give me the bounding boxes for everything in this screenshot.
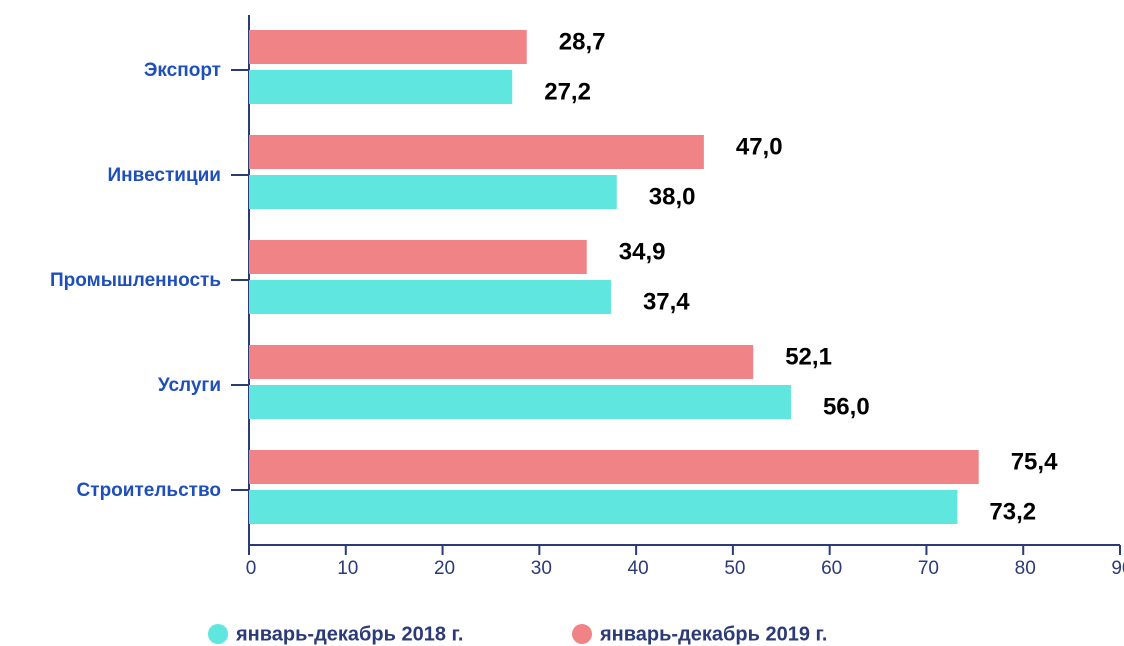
value-label: 34,9 (619, 238, 666, 265)
bar (249, 385, 791, 419)
category-label: Инвестиции (108, 165, 221, 186)
legend-label: январь-декабрь 2019 г. (599, 623, 827, 645)
legend-swatch (572, 624, 592, 644)
category-label: Строительство (77, 480, 221, 501)
x-tick-label: 60 (821, 558, 842, 579)
x-tick-label: 0 (246, 558, 257, 579)
bar (249, 70, 513, 104)
x-tick-label: 20 (434, 558, 455, 579)
x-tick-label: 70 (918, 558, 939, 579)
x-tick-label: 80 (1015, 558, 1036, 579)
value-label: 38,0 (649, 183, 696, 210)
category-label: Промышленность (50, 270, 221, 291)
x-tick-label: 90 (1111, 558, 1124, 579)
bar (249, 450, 979, 484)
category-label: Экспорт (144, 60, 221, 81)
value-label: 47,0 (736, 133, 783, 160)
value-label: 52,1 (785, 343, 832, 370)
value-label: 27,2 (544, 78, 591, 105)
legend-swatch (208, 624, 228, 644)
x-tick-label: 30 (531, 558, 552, 579)
bar (249, 280, 611, 314)
value-label: 28,7 (559, 28, 606, 55)
value-label: 75,4 (1011, 448, 1058, 475)
x-tick-label: 40 (628, 558, 649, 579)
value-label: 56,0 (823, 393, 870, 420)
x-tick-label: 10 (337, 558, 358, 579)
category-label: Услуги (158, 375, 221, 396)
bar (249, 240, 587, 274)
bar (249, 30, 527, 64)
bar (249, 135, 704, 169)
bar (249, 490, 958, 524)
bar (249, 345, 754, 379)
bar (249, 175, 617, 209)
value-label: 73,2 (989, 498, 1036, 525)
value-label: 37,4 (643, 288, 690, 315)
legend-label: январь-декабрь 2018 г. (235, 623, 463, 645)
x-tick-label: 50 (724, 558, 745, 579)
